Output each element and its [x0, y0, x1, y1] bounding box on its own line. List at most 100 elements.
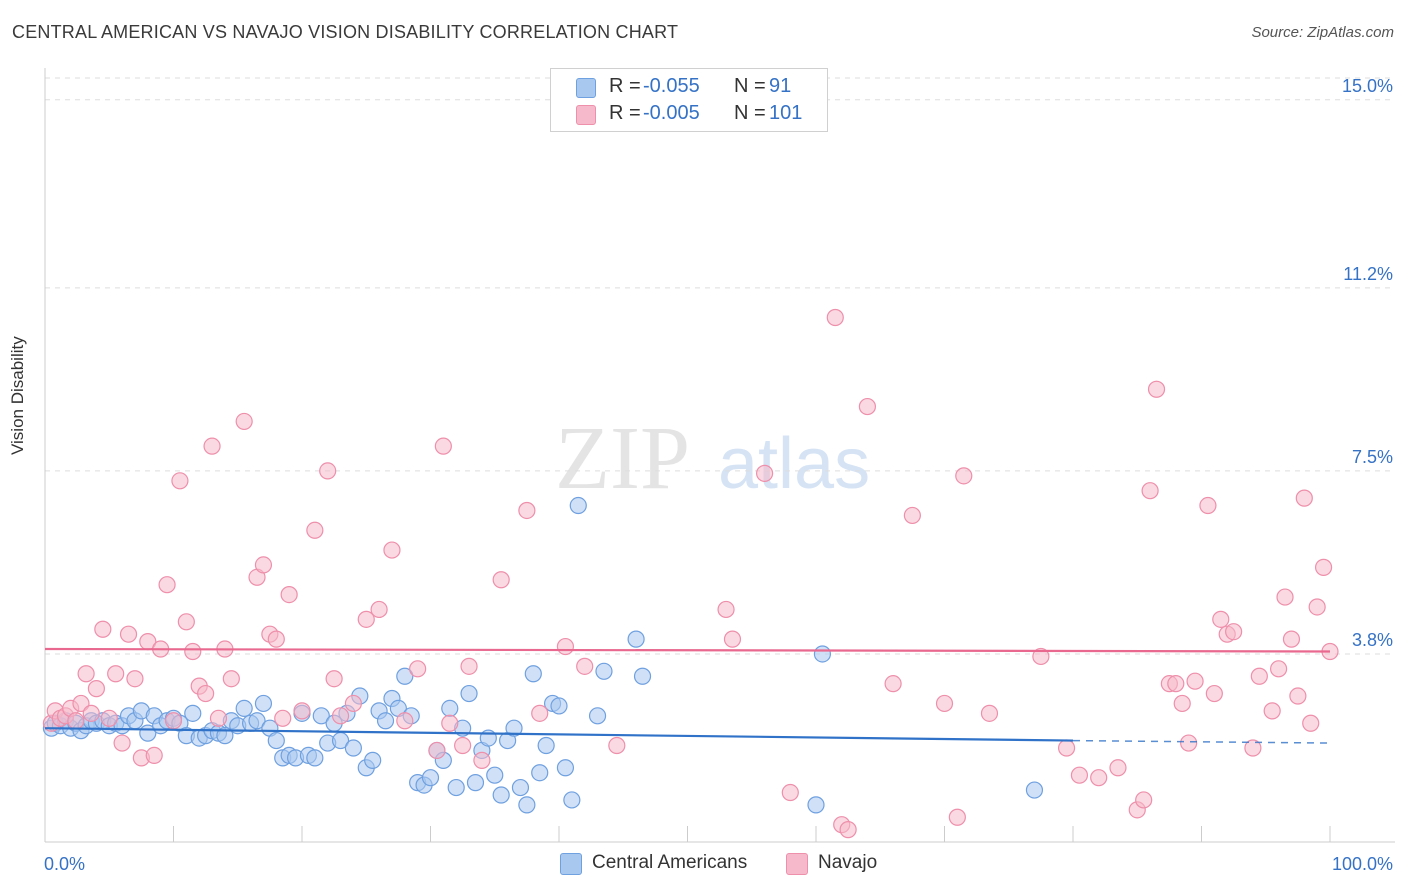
data-point: [145, 746, 163, 765]
data-point: [222, 670, 240, 688]
data-point: [723, 630, 742, 648]
data-point: [1269, 660, 1288, 678]
data-point: [184, 642, 202, 661]
data-point: [1147, 380, 1166, 398]
data-point: [67, 712, 85, 730]
data-point: [1141, 482, 1159, 500]
bottom-legend-swatch-central-americans: [560, 853, 582, 875]
legend-row-central-americans: R = -0.055 N = 91: [551, 74, 827, 100]
x-tick-label: 0.0%: [44, 854, 85, 874]
data-point: [171, 472, 189, 490]
data-point: [1173, 694, 1191, 713]
data-point: [884, 675, 902, 693]
data-point: [274, 709, 292, 727]
data-point: [441, 714, 459, 732]
data-point: [72, 694, 90, 713]
data-point: [1295, 489, 1313, 507]
data-point: [254, 556, 273, 574]
legend-r-label: R =: [609, 75, 641, 97]
data-point: [280, 585, 298, 604]
trend-line-navajo: [44, 647, 1331, 653]
legend-r-value: -0.005: [643, 102, 700, 124]
data-point: [184, 704, 202, 722]
data-point: [1314, 558, 1333, 576]
data-point: [550, 697, 568, 715]
legend-swatch-navajo: [576, 105, 596, 125]
legend-n-label: N =: [734, 75, 766, 97]
data-point: [556, 637, 575, 656]
data-point: [383, 541, 401, 559]
trend-line-central-americans: [44, 727, 1074, 742]
data-point: [1180, 734, 1198, 752]
data-point: [370, 600, 388, 619]
watermark-atlas: atlas: [718, 424, 870, 504]
data-point: [94, 620, 112, 638]
data-point: [434, 437, 452, 455]
trend-line-extension: [1072, 739, 1331, 744]
data-point: [113, 734, 131, 752]
data-point: [531, 764, 549, 782]
data-point: [396, 667, 414, 685]
legend-n-label: N =: [734, 102, 766, 124]
data-point: [107, 665, 125, 683]
data-point: [1186, 672, 1204, 690]
y-tick-label: 3.8%: [1352, 630, 1393, 650]
data-point: [1090, 769, 1108, 787]
data-point: [524, 665, 542, 683]
data-point: [518, 501, 536, 520]
data-point: [955, 467, 973, 485]
data-point: [807, 796, 825, 814]
data-point: [556, 759, 575, 777]
data-point: [563, 791, 581, 809]
data-point: [1212, 610, 1230, 628]
data-point: [396, 712, 414, 730]
chart-title: CENTRAL AMERICAN VS NAVAJO VISION DISABI…: [12, 22, 679, 42]
legend-r-label: R =: [609, 102, 641, 124]
data-point: [633, 667, 652, 685]
y-tick-label: 11.2%: [1343, 264, 1393, 284]
data-point: [948, 808, 966, 826]
data-point: [505, 719, 523, 737]
bottom-legend-label: Central Americans: [592, 852, 748, 873]
data-point: [312, 707, 330, 725]
tick-labels: 3.8% 7.5% 11.2% 15.0% 0.0% 100.0%: [44, 76, 1393, 874]
data-point: [1276, 588, 1294, 606]
data-point: [492, 786, 510, 804]
y-axis-label: Vision Disability: [8, 336, 27, 455]
data-point: [1225, 623, 1243, 641]
data-point: [1025, 781, 1044, 799]
data-point: [331, 707, 350, 725]
data-point: [1032, 647, 1050, 666]
legend-n-value: 101: [769, 102, 803, 124]
data-point: [608, 736, 626, 755]
x-tick-label: 100.0%: [1332, 854, 1393, 874]
data-point: [486, 766, 504, 784]
data-point: [364, 751, 382, 769]
data-point: [717, 600, 735, 619]
data-point: [781, 783, 799, 802]
data-point: [1205, 684, 1223, 703]
data-point: [158, 576, 176, 594]
data-point: [235, 412, 253, 431]
data-point: [203, 437, 221, 455]
data-point: [197, 684, 215, 703]
data-point: [1070, 766, 1089, 784]
correlation-legend: R = -0.055 N = 91 R = -0.005 N = 101: [550, 68, 828, 132]
axes: [44, 68, 1395, 843]
data-point: [588, 707, 607, 725]
data-point: [569, 496, 587, 515]
data-point: [77, 665, 95, 683]
data-point: [82, 704, 100, 722]
data-point: [376, 712, 395, 730]
data-point: [980, 704, 999, 722]
data-point: [344, 694, 362, 713]
data-point: [903, 506, 921, 525]
data-point: [1263, 702, 1281, 720]
data-point: [1308, 598, 1326, 616]
legend-swatch-central-americans: [576, 78, 596, 98]
y-tick-label: 7.5%: [1352, 447, 1393, 467]
y-tick-label: 15.0%: [1342, 76, 1393, 96]
data-point: [813, 645, 832, 663]
data-point: [460, 657, 478, 675]
data-point: [267, 731, 285, 750]
